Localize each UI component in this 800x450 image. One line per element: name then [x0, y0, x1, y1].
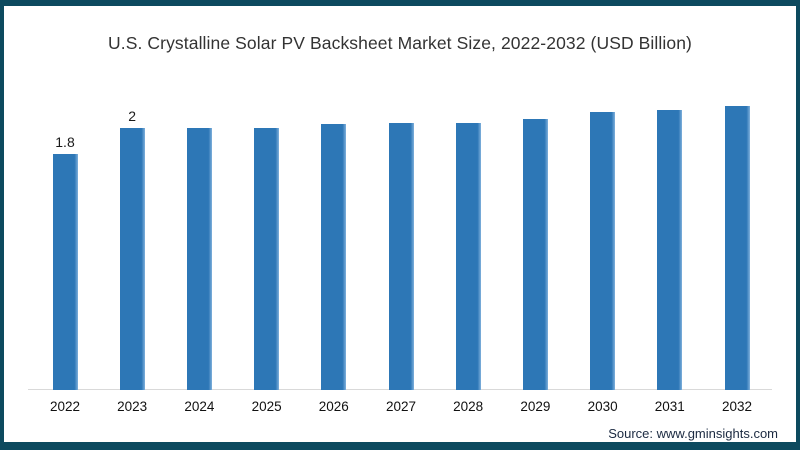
x-tick-label: 2029: [520, 399, 551, 414]
x-tick-label: 2032: [721, 399, 753, 414]
bar-value-label: 1.8: [55, 134, 75, 150]
x-tick-label: 2030: [587, 399, 618, 414]
bar: [455, 123, 481, 390]
bar: [522, 119, 548, 390]
bar: [657, 110, 683, 390]
x-tick-label: 2028: [453, 399, 484, 414]
bar: [321, 124, 347, 390]
x-tick-label: 2031: [654, 399, 685, 414]
x-tick-label: 2026: [318, 399, 349, 414]
bar: [52, 154, 78, 390]
bar: [590, 112, 616, 390]
source-attribution: Source: www.gminsights.com: [608, 426, 778, 441]
x-tick-label: 2027: [385, 399, 417, 414]
bar-value-label: 2: [128, 108, 137, 124]
x-tick-label: 2025: [251, 399, 282, 414]
bar: [186, 128, 212, 390]
bar: [254, 128, 280, 390]
chart-title: U.S. Crystalline Solar PV Backsheet Mark…: [108, 33, 692, 53]
bar: [724, 106, 750, 390]
x-tick-label: 2024: [184, 399, 215, 414]
x-tick-label: 2023: [117, 399, 148, 414]
bar: [119, 128, 145, 390]
bar: [388, 123, 414, 390]
x-tick-label: 2022: [49, 399, 81, 414]
